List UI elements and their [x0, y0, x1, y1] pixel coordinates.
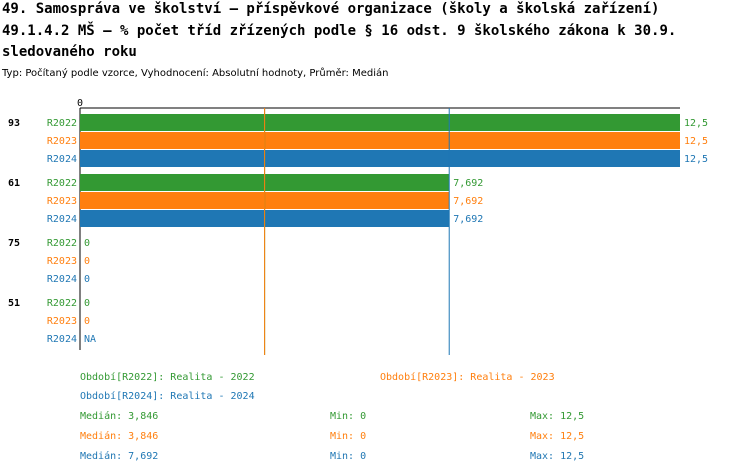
value-label: 7,692 — [453, 214, 483, 225]
stat-min: Min: 0 — [330, 411, 366, 422]
stat-min: Min: 0 — [330, 451, 366, 462]
chart-title: sledovaného roku — [2, 44, 137, 60]
series-label: R2022 — [47, 298, 77, 309]
legend-entry: Období[R2023]: Realita - 2023 — [380, 371, 555, 383]
category-label: 51 — [8, 298, 20, 309]
value-label: NA — [84, 334, 96, 345]
value-label: 7,692 — [453, 178, 483, 189]
stat-min: Min: 0 — [330, 431, 366, 442]
value-label: 12,5 — [684, 118, 708, 129]
category-label: 93 — [8, 118, 20, 129]
series-label: R2024 — [47, 154, 77, 165]
legend-entry: Období[R2022]: Realita - 2022 — [80, 371, 255, 383]
series-label: R2023 — [47, 316, 77, 327]
series-label: R2023 — [47, 136, 77, 147]
category-label: 75 — [8, 238, 20, 249]
series-label: R2022 — [47, 178, 77, 189]
value-label: 12,5 — [684, 136, 708, 147]
value-label: 7,692 — [453, 196, 483, 207]
chart-title: 49.1.4.2 MŠ – % počet tříd zřízených pod… — [2, 21, 676, 39]
series-label: R2022 — [47, 238, 77, 249]
chart-subtitle: Typ: Počítaný podle vzorce, Vyhodnocení:… — [1, 67, 388, 79]
stat-median: Medián: 3,846 — [80, 410, 158, 422]
value-label: 12,5 — [684, 154, 708, 165]
value-label: 0 — [84, 298, 90, 309]
series-label: R2024 — [47, 334, 77, 345]
stat-max: Max: 12,5 — [530, 431, 584, 442]
stat-median: Medián: 7,692 — [80, 450, 158, 462]
value-label: 0 — [84, 238, 90, 249]
bar — [80, 150, 680, 167]
series-label: R2023 — [47, 196, 77, 207]
x-tick-label: 0 — [77, 98, 83, 109]
series-label: R2022 — [47, 118, 77, 129]
series-label: R2024 — [47, 214, 77, 225]
series-label: R2024 — [47, 274, 77, 285]
category-label: 61 — [8, 178, 20, 189]
bar — [80, 132, 680, 149]
value-label: 0 — [84, 316, 90, 327]
legend-entry: Období[R2024]: Realita - 2024 — [80, 390, 255, 402]
chart-title: 49. Samospráva ve školství – příspěvkové… — [2, 1, 659, 17]
stat-max: Max: 12,5 — [530, 411, 584, 422]
stat-median: Medián: 3,846 — [80, 430, 158, 442]
stat-max: Max: 12,5 — [530, 451, 584, 462]
series-label: R2023 — [47, 256, 77, 267]
value-label: 0 — [84, 256, 90, 267]
bar — [80, 114, 680, 131]
value-label: 0 — [84, 274, 90, 285]
